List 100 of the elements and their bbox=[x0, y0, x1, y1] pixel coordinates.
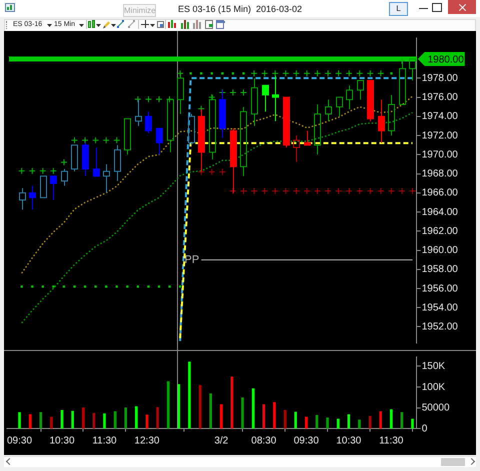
point bbox=[229, 89, 236, 96]
point bbox=[388, 187, 395, 194]
candlestick bbox=[336, 96, 343, 117]
candlestick bbox=[357, 80, 364, 100]
x-tick-label: 09:30 bbox=[6, 435, 32, 446]
point bbox=[242, 72, 245, 75]
bar bbox=[135, 406, 138, 429]
y-tick-label: 0 bbox=[422, 423, 428, 434]
bar bbox=[50, 416, 53, 429]
point bbox=[314, 187, 321, 194]
point bbox=[261, 70, 268, 77]
point bbox=[82, 136, 89, 144]
point bbox=[92, 136, 100, 144]
point bbox=[198, 105, 205, 112]
bar bbox=[411, 418, 414, 429]
point bbox=[346, 70, 353, 77]
series-label: PP bbox=[184, 254, 200, 266]
point bbox=[232, 72, 234, 75]
bar bbox=[316, 415, 318, 429]
bar bbox=[400, 412, 404, 429]
y-tick-label: 1970.00 bbox=[422, 149, 458, 160]
bar bbox=[294, 412, 297, 429]
point bbox=[282, 70, 290, 77]
y-tick-label: 1964.00 bbox=[422, 206, 458, 218]
point bbox=[366, 187, 374, 194]
x-tick-label: 10:30 bbox=[49, 435, 75, 446]
point bbox=[303, 187, 310, 194]
point bbox=[229, 187, 236, 194]
x-tick-label: 08:30 bbox=[251, 435, 277, 446]
point bbox=[398, 187, 406, 194]
point bbox=[377, 187, 384, 194]
bar bbox=[220, 404, 223, 429]
point bbox=[18, 167, 26, 174]
point bbox=[366, 70, 374, 77]
bar bbox=[146, 414, 148, 429]
point bbox=[303, 70, 310, 77]
x-tick-label: 10:30 bbox=[336, 435, 362, 446]
point bbox=[292, 187, 300, 194]
bar bbox=[347, 414, 350, 429]
point bbox=[292, 70, 300, 77]
y-tick-label: 1966.00 bbox=[422, 188, 458, 199]
y-tick-label: 100K bbox=[422, 382, 446, 393]
y-tick-label: 50000 bbox=[422, 402, 450, 414]
bar bbox=[336, 418, 340, 429]
bar bbox=[273, 402, 276, 429]
point bbox=[356, 70, 364, 77]
line-series bbox=[21, 96, 414, 274]
point bbox=[250, 187, 258, 194]
point bbox=[240, 187, 247, 194]
bar bbox=[252, 388, 254, 429]
point bbox=[346, 187, 353, 194]
y-tick-label: 1976.00 bbox=[422, 92, 458, 104]
bar bbox=[124, 408, 128, 429]
point bbox=[324, 187, 332, 194]
candlestick bbox=[114, 144, 121, 182]
point bbox=[408, 187, 416, 194]
bar bbox=[18, 412, 21, 429]
point bbox=[377, 70, 384, 77]
point bbox=[102, 136, 110, 144]
candlestick bbox=[409, 58, 416, 82]
y-tick-label: 1958.00 bbox=[422, 264, 458, 276]
point bbox=[314, 70, 321, 77]
point bbox=[166, 96, 174, 103]
y-tick-label: 1952.00 bbox=[422, 321, 458, 332]
bar bbox=[230, 376, 234, 429]
point bbox=[28, 167, 36, 174]
y-tick-label: 1968.00 bbox=[422, 168, 458, 180]
bar bbox=[60, 410, 64, 429]
bar bbox=[262, 404, 266, 429]
y-tick-label: 1954.00 bbox=[422, 302, 458, 314]
bar bbox=[358, 420, 361, 429]
point bbox=[282, 187, 290, 194]
point bbox=[272, 187, 279, 194]
y-tick-label: 1960.00 bbox=[422, 245, 458, 256]
bar bbox=[71, 410, 74, 429]
point bbox=[324, 70, 332, 77]
minimize-button: Minimize bbox=[123, 4, 156, 17]
bar bbox=[166, 381, 170, 429]
candlestick bbox=[346, 84, 353, 110]
bar bbox=[304, 416, 308, 429]
point bbox=[272, 70, 279, 77]
bar bbox=[379, 411, 382, 429]
point bbox=[60, 158, 68, 166]
x-tick-label: 11:30 bbox=[92, 435, 118, 446]
y-tick-label: 1974.00 bbox=[422, 111, 458, 122]
point bbox=[155, 96, 162, 103]
point bbox=[144, 96, 152, 103]
candlestick bbox=[293, 135, 300, 162]
bar bbox=[177, 384, 180, 429]
point bbox=[134, 96, 142, 103]
point bbox=[39, 167, 46, 174]
text-button: L bbox=[389, 2, 408, 16]
bar bbox=[326, 418, 329, 429]
y-tick-label: 1962.00 bbox=[422, 226, 458, 237]
point bbox=[50, 167, 57, 174]
x-tick-label: 11:30 bbox=[379, 435, 404, 446]
bar bbox=[156, 407, 159, 429]
point bbox=[208, 168, 216, 176]
y-tick-label: 150K bbox=[422, 360, 446, 372]
point bbox=[261, 187, 268, 194]
